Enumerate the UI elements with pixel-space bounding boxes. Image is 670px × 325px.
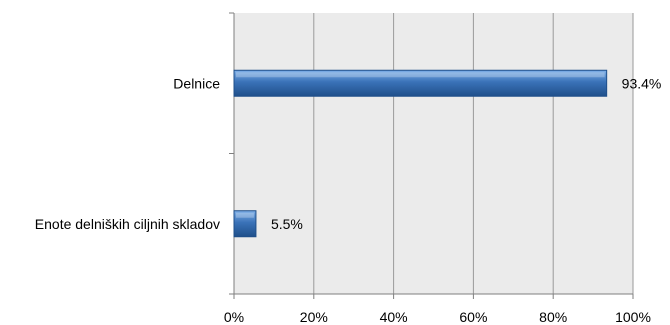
x-tick-label: 60% [459, 309, 487, 325]
category-label: Delnice [173, 75, 220, 91]
labels: 0% 20% 40% 60% 80% 100% Delnice 93.4% Enote deln… [35, 75, 662, 325]
bar-highlight [236, 212, 254, 218]
category-label: Enote delniških ciljnih skladov [35, 216, 220, 232]
bars [233, 69, 608, 238]
axes [229, 12, 634, 299]
x-tick-label: 100% [615, 309, 651, 325]
x-tick-label: 20% [300, 309, 328, 325]
x-tick-label: 80% [539, 309, 567, 325]
x-tick-label: 40% [380, 309, 408, 325]
plot-area [234, 13, 633, 294]
bar-highlight [236, 72, 605, 78]
bar [233, 69, 608, 97]
value-label: 93.4% [622, 75, 662, 91]
bar [233, 210, 257, 238]
x-tick-label: 0% [224, 309, 244, 325]
value-label: 5.5% [271, 216, 303, 232]
gridlines [313, 13, 634, 294]
